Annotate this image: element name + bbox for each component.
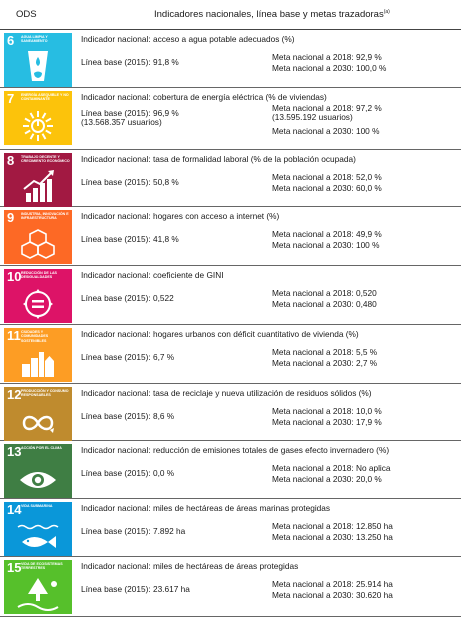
- ods-11-badge: 11 Ciudades y comunidades sostenibles: [4, 328, 72, 382]
- table-row: 6 Agua limpia y saneamiento Indicador na…: [0, 30, 461, 88]
- ods-number: 7: [7, 91, 15, 106]
- baseline-text: Línea base (2015): 8,6 %: [81, 411, 175, 421]
- ods-goal-label: Trabajo decente y crecimiento económico: [21, 155, 70, 164]
- ods-12-badge: 12 Producción y consumo responsables: [4, 387, 72, 441]
- meta-2018-text: Meta nacional a 2018: No aplica: [272, 463, 391, 473]
- ods-number: 8: [7, 153, 15, 168]
- meta-2030-text: Meta nacional a 2030: 100 %: [272, 126, 380, 136]
- table-row: 9 Industria, innovación e infraestructur…: [0, 207, 461, 266]
- ods-goal-label: Agua limpia y saneamiento: [21, 35, 48, 44]
- table-row: 14 Vida submarina Indicador nacional: mi…: [0, 499, 461, 557]
- baseline-text: Línea base (2015): 7.892 ha: [81, 526, 186, 536]
- indicator-text: Indicador nacional: cobertura de energía…: [81, 92, 327, 102]
- indicators-column-header: Indicadores nacionales, línea base y met…: [154, 9, 390, 20]
- meta-2030-text: Meta nacional a 2030: 0,480: [272, 299, 377, 309]
- ods-goal-label: Vida de ecosistemas terrestres: [21, 562, 63, 571]
- ods-number: 12: [7, 387, 22, 402]
- ods-7-badge: 7 Energía asequible y no contaminante: [4, 91, 72, 145]
- table-row: 13 Acción por el clima Indicador naciona…: [0, 441, 461, 499]
- baseline-text: Línea base (2015): 91,8 %: [81, 57, 179, 67]
- indicator-text: Indicador nacional: reducción de emision…: [81, 445, 390, 455]
- meta-2018-text: Meta nacional a 2018: 25.914 ha: [272, 579, 393, 589]
- meta-2018-text: Meta nacional a 2018: 52,0 %: [272, 172, 382, 182]
- ods-number: 6: [7, 33, 15, 48]
- indicator-text: Indicador nacional: tasa de formalidad l…: [81, 154, 356, 164]
- ods-number: 15: [7, 560, 22, 575]
- ods-goal-label: Ciudades y comunidades sostenibles: [21, 330, 49, 343]
- meta-2018-text: Meta nacional a 2018: 0,520: [272, 288, 377, 298]
- baseline-text: Línea base (2015): 6,7 %: [81, 352, 175, 362]
- baseline-extra-text: (13.568.357 usuarios): [81, 117, 162, 127]
- ods-14-badge: 14 Vida submarina: [4, 502, 72, 556]
- ods-goal-label: Acción por el clima: [21, 446, 62, 450]
- ods-13-badge: 13 Acción por el clima: [4, 444, 72, 498]
- ods-6-badge: 6 Agua limpia y saneamiento: [4, 33, 72, 87]
- meta-2018-text: Meta nacional a 2018: 92,9 %: [272, 52, 382, 62]
- baseline-text: Línea base (2015): 50,8 %: [81, 177, 179, 187]
- meta-2030-text: Meta nacional a 2030: 2,7 %: [272, 358, 378, 368]
- ods-goal-label: Producción y consumo responsables: [21, 389, 69, 398]
- ods-column-header: ODS: [16, 9, 37, 20]
- baseline-text: Línea base (2015): 0,0 %: [81, 468, 175, 478]
- table-row: 12 Producción y consumo responsables Ind…: [0, 384, 461, 441]
- meta-2018-text: Meta nacional a 2018: 97,2 %: [272, 103, 382, 113]
- ods-number: 11: [7, 328, 21, 343]
- ods-number: 14: [7, 502, 22, 517]
- meta-2030-text: Meta nacional a 2030: 60,0 %: [272, 183, 382, 193]
- table-row: 11 Ciudades y comunidades sostenibles In…: [0, 325, 461, 384]
- indicators-header-text: Indicadores nacionales, línea base y met…: [154, 9, 384, 21]
- meta-2030-text: Meta nacional a 2030: 30.620 ha: [272, 590, 393, 600]
- meta-2018-text: Meta nacional a 2018: 5,5 %: [272, 347, 378, 357]
- meta-2018-extra-text: (13.595.192 usuarios): [272, 112, 353, 122]
- ods-number: 9: [7, 210, 15, 225]
- ods-10-badge: 10 Reducción de las desigualdades: [4, 269, 72, 323]
- ods-goal-label: Energía asequible y no contaminante: [21, 93, 69, 102]
- meta-2030-text: Meta nacional a 2030: 20,0 %: [272, 474, 382, 484]
- meta-2018-text: Meta nacional a 2018: 10,0 %: [272, 406, 382, 416]
- ods-number: 10: [7, 269, 22, 284]
- indicator-text: Indicador nacional: miles de hectáreas d…: [81, 503, 331, 513]
- ods-goal-label: Reducción de las desigualdades: [21, 271, 57, 280]
- indicator-text: Indicador nacional: coeficiente de GINI: [81, 270, 224, 280]
- meta-2030-text: Meta nacional a 2030: 13.250 ha: [272, 532, 393, 542]
- ods-8-badge: 8 Trabajo decente y crecimiento económic…: [4, 153, 72, 207]
- table-row: 15 Vida de ecosistemas terrestres Indica…: [0, 557, 461, 617]
- ods-number: 13: [7, 444, 22, 459]
- table-header: ODS Indicadores nacionales, línea base y…: [0, 0, 461, 30]
- baseline-text: Línea base (2015): 41,8 %: [81, 234, 179, 244]
- ods-9-badge: 9 Industria, innovación e infraestructur…: [4, 210, 72, 264]
- indicator-text: Indicador nacional: acceso a agua potabl…: [81, 34, 295, 44]
- ods-15-badge: 15 Vida de ecosistemas terrestres: [4, 560, 72, 614]
- baseline-text: Línea base (2015): 23.617 ha: [81, 584, 190, 594]
- meta-2018-text: Meta nacional a 2018: 49,9 %: [272, 229, 382, 239]
- meta-2030-text: Meta nacional a 2030: 100 %: [272, 240, 380, 250]
- baseline-text: Línea base (2015): 96,9 %: [81, 108, 179, 118]
- table-row: 7 Energía asequible y no contaminante In…: [0, 88, 461, 150]
- meta-2018-text: Meta nacional a 2018: 12.850 ha: [272, 521, 393, 531]
- ods-goal-label: Industria, innovación e infraestructura: [21, 212, 69, 221]
- table-row: 10 Reducción de las desigualdades Indica…: [0, 266, 461, 325]
- ods-goal-label: Vida submarina: [21, 504, 53, 508]
- table-row: 8 Trabajo decente y crecimiento económic…: [0, 150, 461, 207]
- indicator-text: Indicador nacional: tasa de reciclaje y …: [81, 388, 372, 398]
- indicator-text: Indicador nacional: hogares con acceso a…: [81, 211, 280, 221]
- baseline-text: Línea base (2015): 0,522: [81, 293, 174, 303]
- indicator-text: Indicador nacional: hogares urbanos con …: [81, 329, 359, 339]
- footnote-mark: (a): [383, 9, 390, 15]
- meta-2030-text: Meta nacional a 2030: 100,0 %: [272, 63, 387, 73]
- indicator-text: Indicador nacional: miles de hectáreas d…: [81, 561, 299, 571]
- meta-2030-text: Meta nacional a 2030: 17,9 %: [272, 417, 382, 427]
